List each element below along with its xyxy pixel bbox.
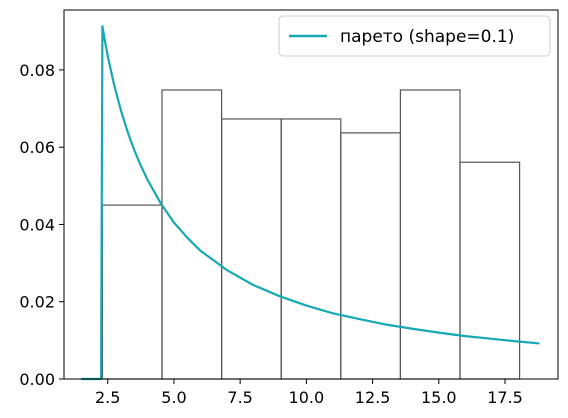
histogram-bar bbox=[221, 118, 282, 380]
x-tick-label: 12.5 bbox=[355, 388, 391, 407]
y-tick-label: 0.06 bbox=[19, 138, 55, 157]
y-tick-label: 0.04 bbox=[19, 215, 55, 234]
x-tick-label: 15.0 bbox=[421, 388, 457, 407]
histogram-bar bbox=[101, 204, 163, 380]
y-tick-label: 0.02 bbox=[19, 293, 55, 312]
plot-frame bbox=[63, 9, 559, 380]
x-tick-label: 10.0 bbox=[289, 388, 325, 407]
legend: парето (shape=0.1) bbox=[278, 15, 551, 57]
x-tick-label: 17.5 bbox=[487, 388, 523, 407]
series-line bbox=[81, 25, 540, 381]
legend-label: парето (shape=0.1) bbox=[340, 27, 514, 47]
y-tick-label: 0.00 bbox=[19, 370, 55, 389]
histogram-bar bbox=[399, 89, 461, 380]
histogram-bar bbox=[340, 132, 401, 380]
histogram-bar bbox=[280, 118, 342, 380]
y-tick-label: 0.08 bbox=[19, 61, 55, 80]
legend-frame bbox=[278, 15, 551, 57]
x-tick-label: 2.5 bbox=[95, 388, 120, 407]
axes: 2.5 5.0 7.5 10.0 12.5 15.0 17.5 0.00 0.02 0.04 0.0… bbox=[19, 9, 559, 407]
histogram-bar bbox=[459, 161, 521, 380]
series-lines bbox=[81, 25, 540, 381]
x-tick-label: 5.0 bbox=[161, 388, 186, 407]
x-tick-label: 7.5 bbox=[227, 388, 252, 407]
histogram-bar bbox=[161, 89, 223, 380]
